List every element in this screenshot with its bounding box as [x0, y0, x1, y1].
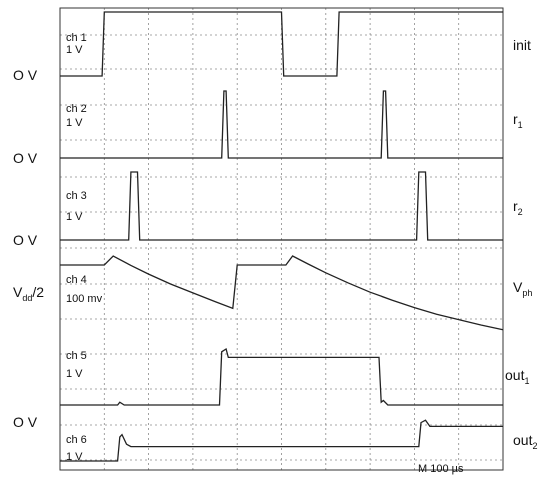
signal-main-r1: r [513, 111, 518, 127]
signal-main-init: init [513, 37, 531, 53]
signal-main-out2: out [513, 432, 533, 448]
vdd-tail: /2 [32, 284, 44, 300]
trace-ch5 [60, 347, 503, 406]
trace-ch6 [60, 419, 503, 462]
ch5-scale: 1 V [66, 368, 83, 380]
signal-name-init: init [513, 37, 531, 53]
vdd-subscript: dd [22, 293, 32, 303]
signal-name-r2: r2 [513, 198, 523, 217]
ch5-label: ch 5 [66, 350, 87, 362]
signal-sub-r2: 2 [518, 207, 523, 217]
signal-sub-out1: 1 [524, 376, 529, 386]
timebase-label: M 100 µs [418, 463, 464, 475]
signal-sub-r1: 1 [518, 120, 523, 130]
signal-name-r1: r1 [513, 111, 523, 130]
signal-main-out1: out [505, 367, 525, 383]
ch3-label: ch 3 [66, 190, 87, 202]
signal-main-r2: r [513, 198, 518, 214]
trace-ch1 [60, 11, 503, 77]
vdd-main: V [13, 284, 23, 300]
plot-frame [59, 7, 504, 471]
trace-ch2 [60, 90, 503, 159]
zero-marker-ch1: O V [13, 67, 38, 83]
signal-main-vph: V [513, 279, 523, 295]
signal-name-out1: out1 [505, 367, 529, 386]
ch3-scale: 1 V [66, 211, 83, 223]
trace-ch3 [60, 171, 503, 241]
ch1-label: ch 1 [66, 32, 87, 44]
signal-name-vph: Vph [513, 279, 532, 298]
trace-ch4 [60, 255, 504, 331]
ch6-scale: 1 V [66, 451, 83, 463]
ch2-label: ch 2 [66, 103, 87, 115]
vdd-half-marker: Vdd/2 [13, 284, 44, 303]
ch2-scale: 1 V [66, 117, 83, 129]
zero-marker-ch5: O V [13, 414, 38, 430]
ch1-scale: 1 V [66, 44, 83, 56]
signal-name-out2: out2 [513, 432, 537, 451]
traces [60, 11, 504, 462]
grid [59, 7, 504, 471]
signal-sub-vph: ph [522, 288, 532, 298]
ch4-label: ch 4 [66, 274, 87, 286]
zero-marker-ch2: O V [13, 150, 38, 166]
ch4-scale: 100 mv [66, 293, 103, 305]
ch6-label: ch 6 [66, 434, 87, 446]
zero-marker-ch3: O V [13, 232, 38, 248]
signal-sub-out2: 2 [532, 441, 537, 451]
